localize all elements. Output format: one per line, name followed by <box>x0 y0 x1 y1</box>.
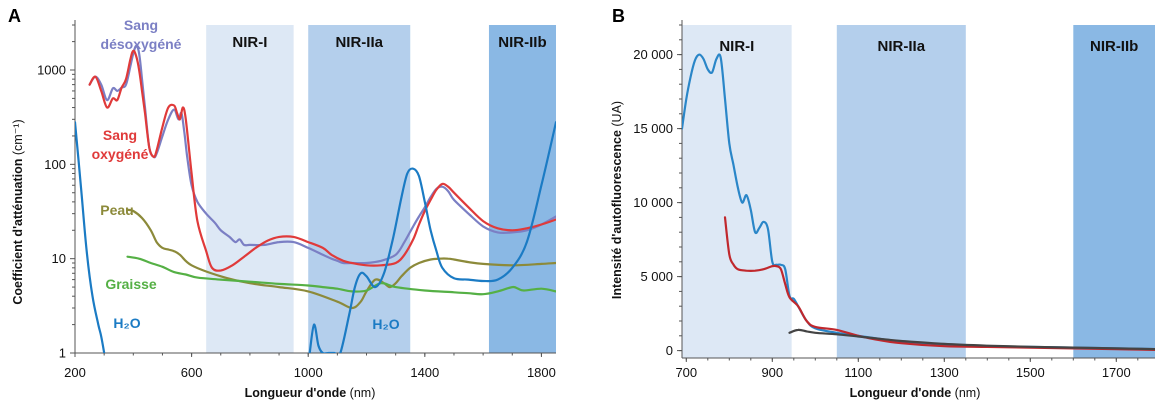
y-tick-label: 15 000 <box>633 121 673 136</box>
band-label-nir-iia: NIR-IIa <box>335 34 383 51</box>
band-nir-i <box>682 25 792 358</box>
label-sang-oxygene-line1: Sang <box>103 127 137 143</box>
label-sang-desoxygene-line1: Sang <box>124 17 158 33</box>
label-h2o-left: H₂O <box>113 315 140 331</box>
panel-a-bands: NIR-I NIR-IIa NIR-IIb <box>206 25 556 353</box>
band-nir-iib <box>488 25 556 353</box>
series-line-peau <box>126 208 556 310</box>
panel-b-ticks: 700 900 1100 1300 1500 1700 0 5 000 10 000 15 000… <box>633 24 1139 380</box>
series-line-curve-1 <box>723 216 1155 351</box>
x-tick-label: 1400 <box>410 365 439 380</box>
x-tick-label: 900 <box>761 365 783 380</box>
y-tick-label: 20 000 <box>633 47 673 62</box>
panel-a-letter: A <box>8 6 21 26</box>
series-line-curve-2 <box>788 328 1155 351</box>
panel-a-x-axis-title: Longueur d'onde (nm) <box>245 386 376 400</box>
series-line-graisse <box>126 255 556 296</box>
label-h2o-right: H₂O <box>372 316 399 332</box>
band-label-nir-iia: NIR-IIa <box>878 38 926 55</box>
y-tick-label: 10 <box>52 251 66 266</box>
x-tick-label: 1000 <box>294 365 323 380</box>
x-tick-label: 700 <box>675 365 697 380</box>
x-tick-label: 1700 <box>1102 365 1131 380</box>
y-tick-label: 1000 <box>37 63 66 78</box>
band-nir-iib <box>1073 25 1155 358</box>
y-tick-label: 1 <box>59 346 66 361</box>
x-tick-label: 600 <box>181 365 203 380</box>
label-peau: Peau <box>100 202 133 218</box>
panel-a-series <box>75 44 556 353</box>
x-tick-label: 200 <box>64 365 86 380</box>
label-sang-oxygene-line2: oxygéné <box>92 146 149 162</box>
band-nir-iia <box>836 25 966 358</box>
panel-b-axes <box>681 20 1155 359</box>
panel-b-x-axis-title: Longueur d'onde (nm) <box>850 386 981 400</box>
label-sang-desoxygene-line2: désoxygéné <box>101 36 182 52</box>
y-tick-label: 100 <box>44 157 66 172</box>
panel-a: A NIR-I NIR-IIa NIR-IIb 200 600 1000 1400 1800… <box>8 6 556 400</box>
series-line-sang-oxyg-n <box>88 49 556 272</box>
band-label-nir-i: NIR-I <box>232 34 267 51</box>
label-graisse: Graisse <box>105 276 157 292</box>
series-line-h-o <box>75 121 106 353</box>
band-nir-iia <box>308 25 411 353</box>
panel-b-bands: NIR-I NIR-IIa NIR-IIb <box>682 25 1155 358</box>
panel-b-letter: B <box>612 6 625 26</box>
panel-a-ticks: 200 600 1000 1400 1800 1 10 100 1000 <box>37 24 556 380</box>
x-tick-label: 1100 <box>844 365 872 380</box>
panel-a-series-labels: Sang désoxygéné Sang oxygéné Peau Graiss… <box>92 17 400 332</box>
y-tick-label: 10 000 <box>633 195 673 210</box>
band-label-nir-i: NIR-I <box>719 38 754 55</box>
x-tick-label: 1800 <box>527 365 556 380</box>
panel-a-axes <box>74 20 556 354</box>
band-label-nir-iib: NIR-IIb <box>498 34 546 51</box>
y-tick-label: 5 000 <box>640 269 673 284</box>
panel-b-y-axis-title: Intensité d'autofluorescence (UA) <box>610 101 624 299</box>
panel-b-series <box>682 53 1155 351</box>
panel-a-y-axis-title: Coefficient d'atténuation (cm⁻¹) <box>11 119 25 304</box>
x-tick-label: 1300 <box>930 365 959 380</box>
x-tick-label: 1500 <box>1016 365 1045 380</box>
series-line-h-o <box>308 121 556 353</box>
band-nir-i <box>206 25 294 353</box>
band-label-nir-iib: NIR-IIb <box>1090 38 1138 55</box>
panel-b: B NIR-I NIR-IIa NIR-IIb 700 900 1100 1300 1500… <box>610 6 1155 400</box>
y-tick-label: 0 <box>666 343 673 358</box>
